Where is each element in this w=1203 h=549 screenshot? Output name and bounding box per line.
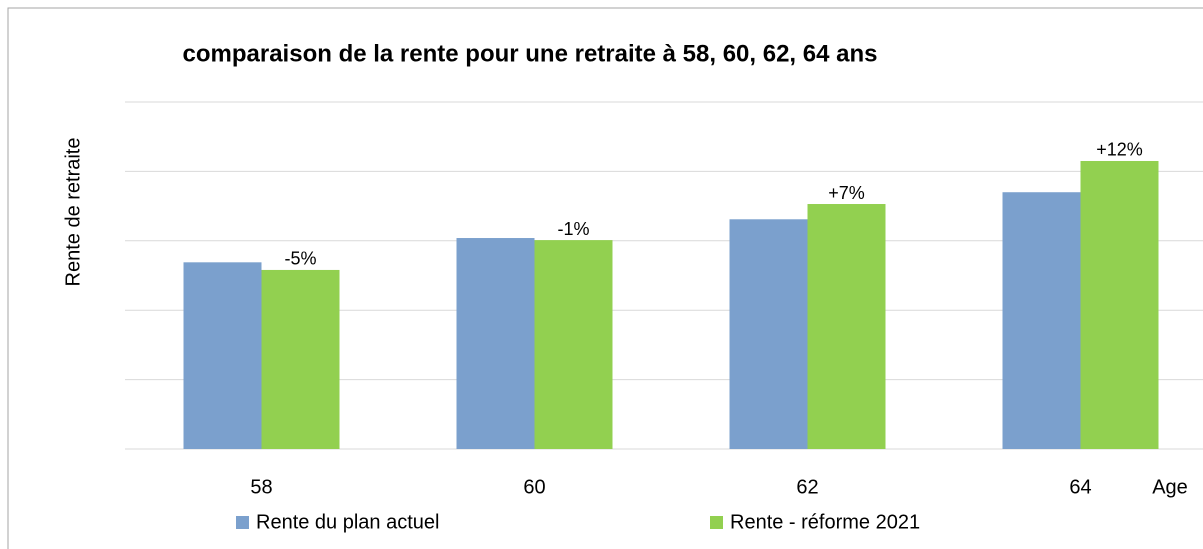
bar <box>456 238 535 449</box>
x-tick-label: 62 <box>796 476 818 498</box>
bar <box>261 269 340 449</box>
bar-annotation: +12% <box>1096 140 1143 160</box>
x-tick-label: 58 <box>250 476 272 498</box>
bar-annotation: +7% <box>828 183 865 203</box>
bar-annotation: -5% <box>284 249 316 269</box>
bar <box>1002 192 1081 449</box>
bar <box>729 219 808 449</box>
x-tick-label: 60 <box>523 476 545 498</box>
x-tick-label: 64 <box>1069 476 1091 498</box>
bar <box>807 204 886 449</box>
bar-annotation: -1% <box>557 219 589 239</box>
x-axis-label: Age <box>1152 476 1188 498</box>
chart-title: comparaison de la rente pour une retrait… <box>183 40 878 67</box>
y-axis-label: Rente de retraite <box>62 138 84 287</box>
bar <box>1080 160 1159 450</box>
bar <box>183 262 262 449</box>
legend-label: Rente - réforme 2021 <box>730 511 920 533</box>
bar <box>534 240 613 449</box>
legend-swatch <box>710 516 723 529</box>
legend-swatch <box>236 516 249 529</box>
legend-label: Rente du plan actuel <box>256 511 439 533</box>
